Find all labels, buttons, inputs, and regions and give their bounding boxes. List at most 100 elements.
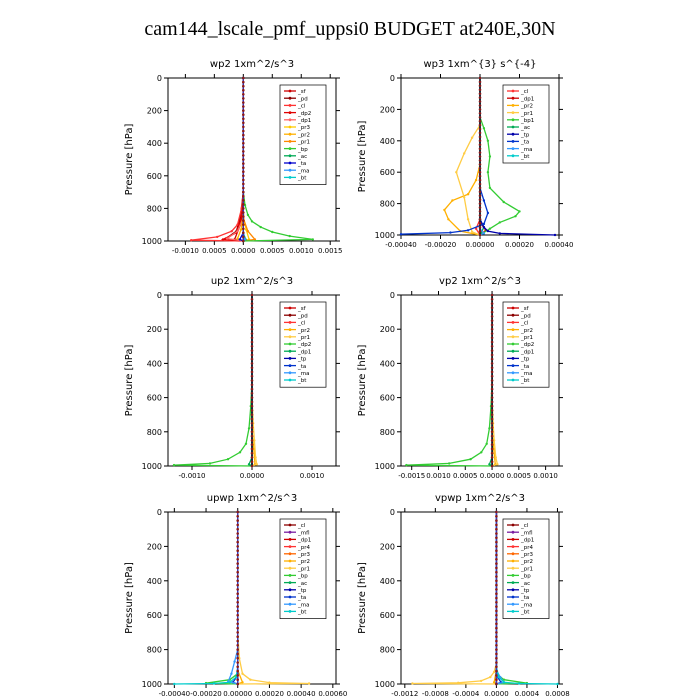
legend-marker	[288, 364, 292, 367]
data-point	[236, 626, 239, 630]
x-tick-label: -0.00020	[425, 241, 456, 249]
y-tick-label: 800	[147, 428, 162, 437]
data-point	[492, 670, 496, 674]
legend-label: _pr4	[297, 545, 311, 551]
data-point	[250, 400, 254, 404]
data-point	[242, 215, 245, 218]
data-point	[236, 519, 239, 522]
data-point	[443, 208, 446, 212]
data-point	[478, 135, 482, 139]
data-point	[236, 566, 239, 570]
data-point	[486, 139, 490, 142]
data-point	[250, 302, 254, 305]
data-point	[495, 570, 498, 574]
data-point	[250, 370, 254, 374]
data-point	[488, 186, 492, 190]
data-point	[478, 88, 482, 92]
data-point	[478, 167, 482, 170]
legend-marker	[288, 559, 292, 563]
data-point	[242, 182, 245, 186]
data-point	[250, 404, 254, 408]
data-point	[242, 121, 245, 125]
data-point	[236, 605, 239, 608]
data-point	[495, 566, 498, 570]
data-point	[173, 682, 176, 686]
legend-label: _pr1	[520, 566, 533, 572]
legend-marker	[511, 566, 515, 570]
legend-label: _mfl	[297, 530, 310, 536]
legend-marker	[511, 595, 515, 599]
data-point	[495, 532, 498, 535]
data-point	[494, 456, 497, 459]
data-point	[490, 404, 494, 408]
legend-label: _cl	[520, 523, 529, 529]
data-point	[250, 383, 254, 387]
data-point	[239, 228, 243, 231]
data-point	[307, 682, 311, 685]
data-point	[405, 463, 408, 467]
y-axis-label: Pressure [hPa]	[357, 345, 368, 417]
legend-marker	[511, 111, 515, 114]
legend-label: _ma	[297, 602, 309, 608]
legend-label: _cl	[297, 523, 306, 529]
data-point	[250, 451, 254, 455]
legend-marker	[288, 104, 292, 107]
y-axis-label: Pressure [hPa]	[124, 562, 135, 634]
data-point	[490, 451, 494, 455]
y-tick-label: 600	[380, 611, 395, 620]
data-point	[259, 225, 262, 229]
data-point	[478, 143, 482, 146]
data-point	[236, 661, 239, 664]
legend-marker	[511, 321, 515, 324]
data-point	[242, 129, 245, 133]
data-point	[242, 117, 245, 121]
data-point	[478, 170, 482, 174]
legend-marker	[511, 538, 515, 541]
x-tick-label: 0.0005	[202, 247, 227, 255]
data-point	[250, 464, 254, 468]
data-point	[250, 319, 254, 322]
data-point	[478, 104, 482, 107]
data-point	[495, 527, 498, 531]
data-point	[490, 379, 494, 382]
data-point	[495, 588, 498, 591]
legend-marker	[511, 118, 515, 122]
data-point	[172, 463, 176, 467]
data-point	[250, 392, 254, 395]
data-point	[254, 456, 257, 459]
legend-marker	[511, 349, 515, 353]
data-point	[490, 460, 494, 464]
legend-label: _cl	[297, 321, 306, 327]
legend-marker	[511, 335, 515, 339]
data-point	[242, 235, 245, 239]
data-point	[250, 315, 254, 318]
y-tick-label: 1000	[142, 462, 162, 471]
data-point	[236, 230, 239, 233]
data-point	[514, 215, 517, 218]
legend-label: _ma	[520, 602, 532, 608]
data-point	[250, 353, 254, 357]
data-point	[250, 340, 254, 344]
data-point	[236, 669, 239, 673]
legend-label: _ac	[297, 581, 307, 587]
legend-marker	[288, 89, 292, 93]
data-point	[466, 218, 470, 221]
data-point	[250, 417, 254, 421]
legend-marker	[511, 104, 515, 107]
legend-marker	[511, 96, 515, 100]
y-tick-label: 200	[380, 325, 395, 334]
x-tick-label: 0.0005	[260, 247, 285, 255]
data-point	[250, 387, 254, 391]
data-point	[490, 447, 494, 451]
legend-marker	[511, 552, 515, 556]
legend-marker	[511, 125, 515, 129]
panel-6: vpwp 1xm^2/s^3 Pressure [hPa] 0 200 400 600 80…	[357, 493, 570, 698]
legend-marker	[288, 125, 292, 129]
data-point	[250, 323, 254, 327]
y-tick-label: 200	[380, 105, 395, 114]
data-point	[490, 345, 494, 348]
legend-marker	[288, 545, 292, 548]
data-point	[246, 213, 250, 217]
data-point	[502, 200, 505, 204]
x-tick-label: -0.00040	[159, 690, 190, 698]
